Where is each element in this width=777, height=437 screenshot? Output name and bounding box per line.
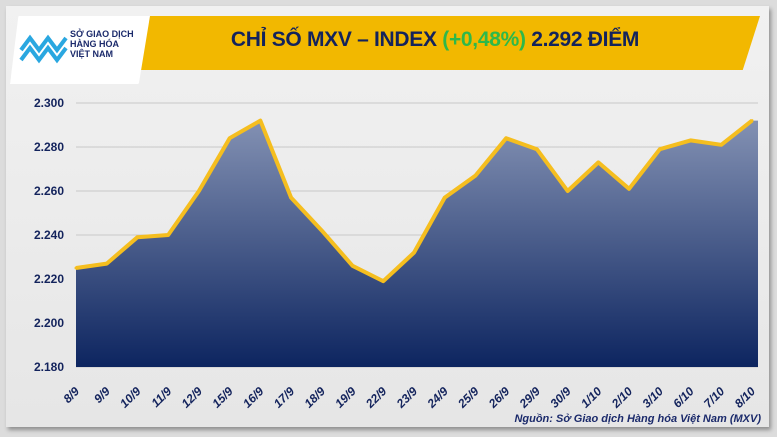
- title-banner: [70, 16, 760, 70]
- mxv-logo: SỞ GIAO DỊCH HÀNG HÓA VIỆT NAM: [10, 16, 150, 84]
- data-point: [166, 233, 170, 237]
- logo-line: SỞ GIAO DỊCH: [70, 29, 134, 39]
- data-point: [258, 119, 262, 123]
- data-point: [719, 143, 723, 147]
- data-point: [197, 189, 201, 193]
- y-tick-label: 2.220: [34, 272, 64, 286]
- data-point: [74, 266, 78, 270]
- data-point: [289, 196, 293, 200]
- x-tick-label: 12/9: [179, 384, 206, 411]
- data-point: [443, 196, 447, 200]
- x-tick-label: 3/10: [640, 384, 667, 411]
- x-tick-label: 18/9: [302, 384, 329, 411]
- x-tick-label: 9/9: [91, 384, 113, 406]
- x-tick-label: 11/9: [149, 384, 175, 410]
- x-tick-label: 30/9: [547, 384, 574, 411]
- x-tick-label: 17/9: [271, 384, 298, 411]
- x-tick-label: 24/9: [424, 384, 451, 411]
- logo-line: VIỆT NAM: [70, 49, 114, 59]
- data-point: [412, 251, 416, 255]
- title-value: 2.292 ĐIỂM: [531, 28, 640, 51]
- logo-line: HÀNG HÓA: [70, 39, 119, 49]
- data-point: [658, 147, 662, 151]
- source-note: Nguồn: Sở Giao dịch Hàng hóa Việt Nam (M…: [514, 413, 761, 425]
- data-point: [228, 136, 232, 140]
- data-point: [320, 229, 324, 233]
- x-tick-label: 2/10: [608, 384, 635, 411]
- x-tick-label: 16/9: [240, 384, 267, 411]
- logo-mark-icon: [19, 34, 68, 64]
- x-tick-label: 25/9: [454, 384, 481, 411]
- x-tick-label: 26/9: [485, 384, 512, 411]
- title-prefix: CHỈ SỐ MXV – INDEX: [230, 28, 437, 51]
- data-point: [504, 136, 508, 140]
- data-point: [750, 119, 754, 123]
- data-point: [473, 174, 477, 178]
- data-point: [627, 187, 631, 191]
- x-tick-label: 7/10: [701, 384, 728, 411]
- data-point: [351, 264, 355, 268]
- x-tick-label: 1/10: [578, 384, 605, 411]
- data-point: [566, 189, 570, 193]
- y-tick-label: 2.200: [34, 316, 64, 330]
- data-point: [535, 147, 539, 151]
- title-change: (+0,48%): [442, 28, 526, 51]
- x-tick-label: 19/9: [332, 384, 359, 411]
- data-point: [596, 160, 600, 164]
- area-fill: [76, 120, 758, 367]
- data-point: [135, 235, 139, 239]
- y-tick-label: 2.260: [34, 184, 64, 198]
- x-tick-label: 8/9: [60, 384, 82, 406]
- x-tick-label: 22/9: [362, 384, 389, 411]
- x-tick-label: 29/9: [516, 384, 543, 411]
- data-point: [381, 279, 385, 283]
- chart-title: CHỈ SỐ MXV – INDEX (+0,48%) 2.292 ĐIỂM: [155, 28, 715, 52]
- y-tick-label: 2.300: [34, 96, 64, 110]
- y-tick-label: 2.280: [34, 140, 64, 154]
- x-tick-label: 23/9: [393, 384, 420, 411]
- x-tick-label: 10/9: [117, 384, 144, 411]
- data-point: [105, 262, 109, 266]
- data-point: [689, 138, 693, 142]
- y-tick-label: 2.180: [34, 360, 64, 374]
- x-tick-label: 15/9: [209, 384, 236, 411]
- x-tick-label: 8/10: [732, 384, 759, 411]
- x-tick-label: 6/10: [670, 384, 697, 411]
- y-tick-label: 2.240: [34, 228, 64, 242]
